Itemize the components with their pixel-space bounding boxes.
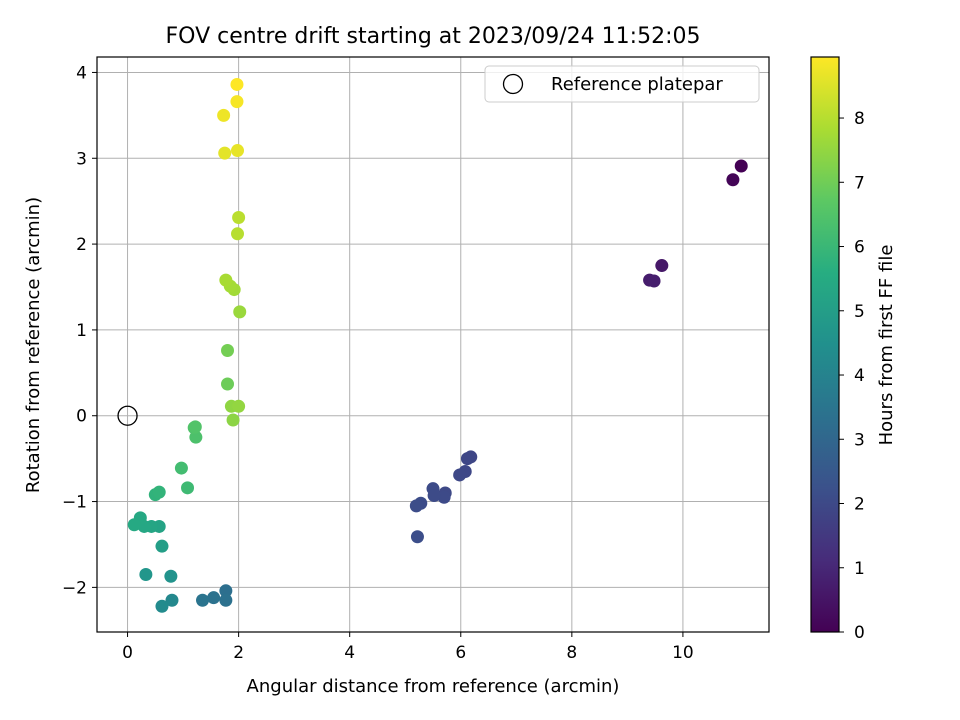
colorbar-tick-label: 3: [854, 430, 865, 450]
colorbar-tick-label: 4: [854, 366, 865, 386]
y-tick-label: 3: [76, 149, 87, 169]
colorbar-tick-label: 8: [854, 109, 865, 129]
y-axis-ticks: −2 −1 0 1 2 3 4: [62, 63, 97, 598]
y-tick-label: 4: [76, 63, 87, 83]
data-point: [164, 569, 178, 583]
x-tick-label: 2: [233, 643, 244, 663]
data-point: [165, 593, 179, 607]
data-point: [219, 593, 233, 607]
x-axis-ticks: 0 2 4 6 8 10: [122, 632, 694, 663]
y-axis-label: Rotation from reference (arcmin): [23, 197, 44, 493]
legend-marker-icon: [502, 73, 524, 95]
data-point: [655, 259, 669, 273]
data-point: [233, 305, 247, 319]
legend-label: Reference platepar: [551, 74, 723, 95]
data-point: [181, 481, 195, 495]
colorbar-tick-label: 6: [854, 238, 865, 258]
x-tick-label: 6: [455, 643, 466, 663]
colorbar-tick-label: 1: [854, 559, 865, 579]
data-point: [231, 227, 245, 241]
data-point: [232, 210, 246, 224]
legend: Reference platepar: [484, 65, 760, 103]
data-point: [219, 273, 233, 287]
data-point: [460, 452, 474, 466]
colorbar-ticks: 0 1 2 3 4 5 6 7 8: [839, 109, 865, 643]
data-point: [410, 530, 424, 544]
x-axis-label: Angular distance from reference (arcmin): [247, 676, 620, 697]
data-point: [230, 77, 244, 91]
data-point: [231, 144, 245, 158]
data-point: [647, 274, 661, 288]
data-point: [217, 108, 231, 122]
data-point: [174, 461, 188, 475]
data-point: [139, 568, 153, 581]
data-point: [196, 593, 210, 607]
data-point: [453, 468, 467, 482]
chart-title: FOV centre drift starting at 2023/09/24 …: [166, 24, 701, 49]
colorbar-tick-label: 7: [854, 173, 865, 193]
data-point: [221, 344, 235, 358]
x-tick-label: 4: [344, 643, 355, 663]
grid-lines: [97, 57, 769, 632]
colorbar-label: Hours from first FF file: [876, 245, 897, 446]
reference-point: [117, 405, 138, 426]
data-point: [188, 420, 202, 434]
data-point: [155, 599, 169, 613]
y-tick-label: −1: [62, 493, 87, 513]
colorbar-tick-label: 0: [854, 623, 865, 643]
data-point: [226, 413, 240, 427]
data-point: [152, 485, 166, 499]
y-tick-label: 0: [76, 407, 87, 427]
plot-area-frame: [96, 56, 770, 633]
data-point: [219, 584, 233, 598]
x-tick-label: 10: [672, 643, 694, 663]
data-point: [232, 399, 246, 413]
y-tick-label: −2: [62, 578, 87, 598]
data-point: [218, 146, 232, 160]
data-point: [155, 539, 169, 553]
colorbar-tick-label: 2: [854, 495, 865, 515]
data-point: [726, 173, 740, 187]
data-point: [127, 518, 141, 532]
data-point: [409, 499, 423, 513]
colorbar: 0 1 2 3 4 5 6 7 8 Hours from first FF file: [810, 56, 897, 643]
colorbar-tick-label: 5: [854, 302, 865, 322]
legend-box: [484, 65, 760, 103]
data-point: [230, 95, 244, 109]
data-point: [427, 489, 441, 503]
data-point: [221, 377, 235, 391]
x-tick-label: 8: [566, 643, 577, 663]
data-points: [127, 77, 748, 613]
reference-marker: [117, 405, 138, 426]
colorbar-frame: [810, 56, 840, 633]
y-tick-label: 1: [76, 321, 87, 341]
data-point: [734, 159, 748, 173]
data-point: [437, 490, 451, 504]
colorbar-fill: [811, 57, 839, 632]
y-tick-label: 2: [76, 235, 87, 255]
data-point: [207, 591, 221, 605]
x-tick-label: 0: [122, 643, 133, 663]
